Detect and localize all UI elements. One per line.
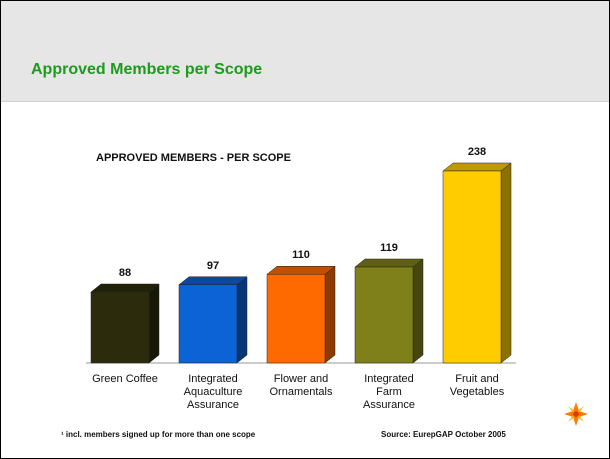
slide-title: Approved Members per Scope [31,61,263,78]
chart-title: APPROVED MEMBERS - PER SCOPE [96,152,291,164]
value-label: 110 [292,249,310,262]
footnote: ¹ incl. members signed up for more than … [61,430,256,439]
category-label: Fruit and Vegetables [449,373,505,398]
category-label: Green Coffee [92,373,158,385]
bar [266,265,336,364]
bar [178,276,248,364]
category-label: Integrated Farm Assurance [363,373,415,411]
value-label: 97 [206,259,220,272]
logo [564,402,588,426]
bar [354,258,424,364]
bar [442,162,512,364]
category-label: Flower and Ornamentals [269,373,333,398]
value-label: 238 [467,146,487,158]
source: Source: EurepGAP October 2005 [381,430,506,439]
bar [90,283,160,364]
value-label: 88 [118,267,132,279]
category-label: Integrated Aquaculture Assurance [183,373,243,411]
header-band [1,1,609,102]
value-label: 119 [380,242,398,254]
